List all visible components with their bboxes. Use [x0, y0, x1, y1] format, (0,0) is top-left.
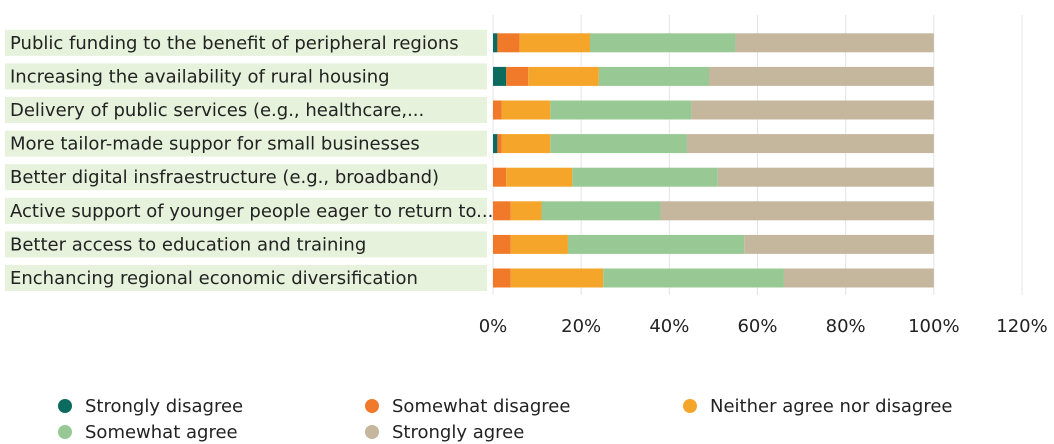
category-box: [5, 29, 487, 56]
legend-label: Somewhat disagree: [392, 396, 570, 417]
x-tick-label: 120%: [996, 316, 1047, 337]
legend-marker: [365, 399, 379, 413]
bar-segment: [686, 134, 934, 154]
bar-segment: [528, 66, 599, 86]
category-label: More tailor-made suppor for small busine…: [10, 134, 420, 155]
category-box: [5, 164, 487, 191]
category-box: [5, 130, 487, 157]
x-tick-label: 20%: [561, 316, 601, 337]
x-tick-label: 0%: [479, 316, 508, 337]
category-label: Better digital insfraestructure (e.g., b…: [10, 167, 439, 188]
legend-marker: [683, 399, 697, 413]
bar-segment: [691, 100, 934, 120]
bar-segment: [493, 66, 507, 86]
legend-marker: [58, 399, 72, 413]
bar-segment: [493, 201, 511, 221]
bar-segment: [510, 234, 568, 254]
legend-label: Somewhat agree: [85, 422, 238, 443]
bar-segment: [493, 134, 498, 154]
legend-label: Strongly disagree: [85, 396, 243, 417]
bar-segment: [550, 100, 692, 120]
bar-segment: [744, 234, 934, 254]
x-tick-label: 40%: [649, 316, 689, 337]
category-box: [5, 97, 487, 123]
bar-segment: [497, 33, 520, 53]
bar-segment: [510, 201, 542, 221]
bar-segment: [506, 167, 573, 187]
bar-segment: [603, 268, 784, 288]
category-label: Delivery of public services (e.g., healt…: [10, 100, 424, 121]
bar-segment: [493, 33, 498, 53]
bar-segment: [493, 167, 507, 187]
bar-segment: [519, 33, 590, 53]
x-tick-label: 80%: [826, 316, 866, 337]
bar-segment: [510, 268, 604, 288]
bar-segment: [497, 134, 502, 154]
category-box: [5, 265, 487, 291]
bar-segment: [493, 234, 511, 254]
x-tick-label: 100%: [908, 316, 959, 337]
bar-segment: [717, 167, 934, 187]
category-label: Better access to education and training: [10, 234, 366, 255]
bar-segment: [572, 167, 718, 187]
bar-segment: [501, 100, 551, 120]
bar-segment: [550, 134, 687, 154]
category-label: Increasing the availability of rural hou…: [10, 66, 390, 87]
bar-segment: [501, 134, 551, 154]
bar-segment: [541, 201, 661, 221]
legend-marker: [365, 425, 379, 439]
x-tick-label: 60%: [737, 316, 777, 337]
legend-label: Strongly agree: [392, 422, 524, 443]
bar-segment: [783, 268, 934, 288]
bar-segment: [589, 33, 736, 53]
legend-label: Neither agree nor disagree: [710, 396, 953, 417]
category-box: [5, 197, 487, 224]
category-label: Public funding to the benefit of periphe…: [10, 33, 459, 54]
bar-segment: [660, 201, 934, 221]
bar-segment: [493, 268, 511, 288]
bar-segment: [493, 100, 502, 120]
bar-segment: [709, 66, 934, 86]
category-box: [5, 63, 487, 90]
category-box: [5, 231, 487, 258]
category-label: Enchancing regional economic diversifica…: [10, 268, 418, 289]
category-label: Active support of younger people eager t…: [10, 201, 493, 222]
legend-marker: [58, 425, 72, 439]
bar-segment: [506, 66, 529, 86]
bar-segment: [735, 33, 934, 53]
bar-segment: [598, 66, 710, 86]
bar-segment: [567, 234, 745, 254]
